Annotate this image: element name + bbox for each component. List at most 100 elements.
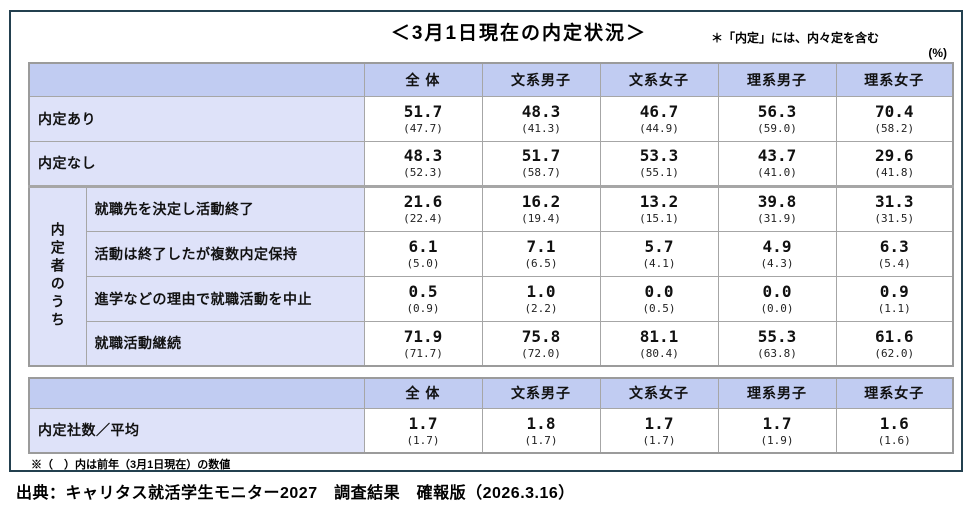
table-row: 内定あり 51.7 (47.7) 48.3 (41.3) 46.7 (44.9) 56… [28, 95, 954, 142]
data-cell: 1.0 (2.2) [481, 275, 601, 322]
cell-prev-value: (80.4) [639, 346, 679, 360]
offer-count-table: 全 体 文系男子 文系女子 理系男子 理系女子 内定社数／平均 1.7 (1.7)… [28, 377, 954, 454]
data-cell: 81.1 (80.4) [599, 320, 719, 367]
cell-prev-value: (1.1) [877, 301, 911, 315]
cell-prev-value: (1.7) [642, 433, 676, 447]
data-cell: 6.3 (5.4) [835, 230, 954, 277]
cell-value: 1.7 [408, 413, 438, 433]
corner-cell [28, 377, 365, 409]
cell-prev-value: (55.1) [639, 166, 679, 180]
cell-value: 0.5 [408, 281, 438, 301]
cell-prev-value: (4.1) [642, 256, 676, 270]
data-cell: 75.8 (72.0) [481, 320, 601, 367]
data-cell: 1.8 (1.7) [481, 407, 601, 454]
data-cell: 39.8 (31.9) [717, 184, 837, 232]
cell-prev-value: (41.3) [521, 121, 561, 135]
data-cell: 55.3 (63.8) [717, 320, 837, 367]
cell-value: 0.9 [879, 281, 909, 301]
data-cell: 5.7 (4.1) [599, 230, 719, 277]
table-row: 進学などの理由で就職活動を中止 0.5 (0.9) 1.0 (2.2) 0.0 (0.… [29, 275, 954, 322]
table-header-row: 全 体 文系男子 文系女子 理系男子 理系女子 [28, 62, 954, 97]
cell-value: 51.7 [403, 101, 443, 121]
cell-prev-value: (63.8) [757, 346, 797, 360]
cell-value: 6.1 [408, 236, 438, 256]
cell-value: 1.8 [526, 413, 556, 433]
cell-value: 1.6 [879, 413, 909, 433]
data-cell: 6.1 (5.0) [363, 230, 483, 277]
source-citation: 出典：キャリタス就活学生モニター2027 調査結果 確報版（2026.3.16） [16, 485, 575, 502]
data-cell: 71.9 (71.7) [363, 320, 483, 367]
cell-prev-value: (58.7) [521, 166, 561, 180]
cell-value: 21.6 [403, 192, 443, 212]
data-cell: 0.9 (1.1) [835, 275, 954, 322]
row-label: 内定社数／平均 [28, 407, 365, 454]
cell-value: 5.7 [644, 236, 674, 256]
table-row: 内定なし 48.3 (52.3) 51.7 (58.7) 53.3 (55.1) 43… [28, 140, 954, 187]
cell-prev-value: (71.7) [403, 346, 443, 360]
cell-prev-value: (0.9) [406, 301, 440, 315]
column-header-total: 全 体 [363, 377, 483, 409]
cell-value: 46.7 [639, 101, 679, 121]
cell-value: 31.3 [874, 192, 914, 212]
cell-value: 81.1 [639, 326, 679, 346]
group-label-cell: 内定者のうち [28, 184, 87, 367]
cell-prev-value: (58.2) [874, 121, 915, 135]
column-header-humanities-female: 文系女子 [599, 62, 719, 97]
cell-prev-value: (41.8) [874, 166, 915, 180]
cell-prev-value: (5.0) [406, 256, 440, 270]
content-frame: ＜3月1日現在の内定状況＞ ＊「内定」には、内々定を含む (%) 全 体 文系男… [9, 10, 963, 472]
cell-prev-value: (19.4) [521, 212, 561, 226]
unit-label: (%) [928, 46, 947, 60]
data-cell: 46.7 (44.9) [599, 95, 719, 142]
cell-prev-value: (44.9) [639, 121, 679, 135]
footnote: ※（ ）内は前年（3月1日現在）の数値 [31, 459, 231, 471]
cell-value: 75.8 [521, 326, 561, 346]
column-header-humanities-female: 文系女子 [599, 377, 719, 409]
cell-prev-value: (1.6) [877, 433, 911, 447]
table-row: 活動は終了したが複数内定保持 6.1 (5.0) 7.1 (6.5) 5.7 (4.1… [29, 230, 954, 277]
column-header-total: 全 体 [363, 62, 483, 97]
cell-value: 1.7 [644, 413, 674, 433]
corner-cell [28, 62, 365, 97]
cell-prev-value: (4.3) [760, 256, 794, 270]
data-cell: 1.7 (1.9) [717, 407, 837, 454]
row-label: 就職活動継続 [85, 320, 365, 367]
cell-value: 7.1 [526, 236, 556, 256]
group-label-vertical: 内定者のうち [49, 222, 66, 331]
data-cell: 1.6 (1.6) [835, 407, 954, 454]
cell-prev-value: (15.1) [639, 212, 679, 226]
data-cell: 13.2 (15.1) [599, 184, 719, 232]
cell-value: 1.0 [526, 281, 556, 301]
cell-prev-value: (72.0) [521, 346, 561, 360]
cell-prev-value: (0.5) [642, 301, 676, 315]
cell-prev-value: (47.7) [403, 121, 443, 135]
cell-value: 29.6 [874, 146, 914, 166]
cell-value: 55.3 [757, 326, 797, 346]
cell-prev-value: (52.3) [403, 166, 443, 180]
cell-value: 43.7 [757, 146, 797, 166]
page-title: ＜3月1日現在の内定状況＞ [390, 23, 648, 44]
table-row: 内定社数／平均 1.7 (1.7) 1.8 (1.7) 1.7 (1.7) 1.7 (1… [28, 407, 954, 454]
data-cell: 0.0 (0.0) [717, 275, 837, 322]
cell-value: 56.3 [757, 101, 797, 121]
data-cell: 4.9 (4.3) [717, 230, 837, 277]
offer-status-table: 全 体 文系男子 文系女子 理系男子 理系女子 内定あり 51.7 (47.7) … [28, 62, 954, 367]
row-label: 活動は終了したが複数内定保持 [85, 230, 365, 277]
data-cell: 56.3 (59.0) [717, 95, 837, 142]
data-cell: 43.7 (41.0) [717, 140, 837, 187]
data-cell: 0.0 (0.5) [599, 275, 719, 322]
cell-value: 48.3 [403, 146, 443, 166]
column-header-science-male: 理系男子 [717, 62, 837, 97]
cell-prev-value: (1.7) [524, 433, 558, 447]
table-row: 内定者のうち 就職先を決定し活動終了 21.6 (22.4) 16.2 (19.4)… [28, 184, 954, 367]
data-cell: 16.2 (19.4) [481, 184, 601, 232]
definition-note: ＊「内定」には、内々定を含む [711, 31, 880, 45]
cell-prev-value: (59.0) [757, 121, 797, 135]
data-cell: 31.3 (31.5) [835, 184, 954, 232]
title-row: ＜3月1日現在の内定状況＞ [11, 18, 961, 45]
cell-prev-value: (31.5) [874, 212, 915, 226]
data-cell: 51.7 (47.7) [363, 95, 483, 142]
table-header-row: 全 体 文系男子 文系女子 理系男子 理系女子 [28, 377, 954, 409]
data-cell: 21.6 (22.4) [363, 184, 483, 232]
